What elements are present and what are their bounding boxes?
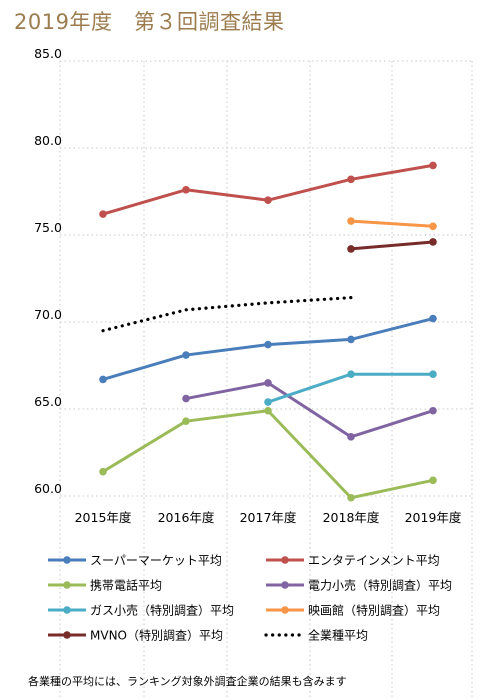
- footnote: 各業種の平均には、ランキング対象外調査企業の結果も含みます: [28, 675, 347, 688]
- legend-item: ガス小売（特別調査）平均: [48, 603, 234, 618]
- series-line: [101, 296, 353, 333]
- legend-item: 全業種平均: [264, 628, 368, 643]
- legend-marker: [63, 556, 71, 564]
- series-line: [185, 381, 434, 439]
- series-line: [102, 163, 434, 216]
- data-point: [182, 394, 190, 403]
- series-line: [102, 409, 434, 500]
- legend-item: 映画館（特別調査）平均: [266, 603, 440, 618]
- series-line: [350, 240, 434, 251]
- series-4: [182, 379, 437, 441]
- y-tick-label: 65.0: [34, 394, 62, 409]
- data-point: [347, 175, 355, 184]
- series-line: [350, 219, 434, 228]
- legend-label: 全業種平均: [308, 628, 368, 643]
- legend-label: MVNO（特別調査）平均: [90, 628, 223, 643]
- legend-item: スーパーマーケット平均: [48, 554, 222, 568]
- data-point: [182, 351, 190, 359]
- x-tick-label: 2015年度: [75, 510, 132, 525]
- data-point: [347, 245, 355, 253]
- data-point: [429, 238, 437, 246]
- x-tick-label: 2016年度: [158, 510, 215, 525]
- page-title: 2019年度 第３回調査結果: [14, 10, 285, 34]
- y-tick-label: 60.0: [34, 481, 62, 496]
- data-point: [182, 185, 190, 194]
- x-tick-label: 2018年度: [323, 510, 380, 525]
- y-axis-ticks: 60.0 65.0 70.0 75.0 80.0 85.0: [34, 46, 62, 496]
- legend-marker: [63, 606, 71, 614]
- legend-item: エンタテインメント平均: [266, 554, 440, 568]
- data-point: [264, 406, 272, 415]
- legend-item: 電力小売（特別調査）平均: [266, 578, 452, 593]
- data-point: [429, 161, 437, 170]
- y-tick-label: 70.0: [34, 307, 62, 322]
- data-point: [429, 222, 437, 231]
- data-point: [347, 217, 355, 225]
- legend-marker: [63, 631, 71, 639]
- data-point: [264, 379, 272, 387]
- legend-label: エンタテインメント平均: [308, 554, 440, 568]
- data-point: [264, 398, 272, 406]
- data-point: [99, 467, 107, 476]
- series-3: [99, 406, 437, 502]
- series-5: [264, 370, 437, 406]
- y-tick-label: 80.0: [34, 133, 62, 148]
- data-point: [347, 433, 355, 441]
- data-point: [429, 370, 437, 379]
- data-point: [264, 340, 272, 349]
- series-line: [102, 317, 434, 381]
- legend-marker: [281, 556, 289, 564]
- legend-label: 電力小売（特別調査）平均: [308, 578, 452, 593]
- data-point: [182, 417, 190, 425]
- x-axis-ticks: 2015年度 2016年度 2017年度 2018年度 2019年度: [75, 510, 462, 525]
- legend-item: 携帯電話平均: [48, 578, 162, 593]
- legend-label: 映画館（特別調査）平均: [308, 603, 440, 618]
- data-point: [429, 314, 437, 323]
- chart-series: [99, 161, 437, 502]
- legend-marker: [281, 581, 289, 589]
- series-7: [347, 238, 437, 253]
- legend-marker: [63, 581, 71, 589]
- series-6: [347, 217, 437, 231]
- legend-label: ガス小売（特別調査）平均: [90, 603, 234, 618]
- series-1: [99, 314, 437, 384]
- y-tick-label: 75.0: [34, 220, 62, 235]
- x-tick-label: 2019年度: [405, 510, 462, 525]
- data-point: [99, 210, 107, 218]
- y-tick-label: 85.0: [34, 46, 62, 61]
- data-point: [429, 406, 437, 415]
- series-2: [99, 161, 437, 218]
- data-point: [429, 476, 437, 485]
- data-point: [347, 335, 355, 344]
- data-point: [347, 370, 355, 379]
- legend-item: MVNO（特別調査）平均: [48, 628, 223, 643]
- legend-label: 携帯電話平均: [90, 578, 162, 593]
- series-8: [101, 296, 353, 333]
- data-point: [347, 493, 355, 502]
- legend-marker: [281, 606, 289, 614]
- x-tick-label: 2017年度: [240, 510, 297, 525]
- chart-grid: [59, 60, 473, 700]
- data-point: [99, 375, 107, 384]
- data-point: [264, 196, 272, 204]
- legend-label: スーパーマーケット平均: [90, 554, 222, 568]
